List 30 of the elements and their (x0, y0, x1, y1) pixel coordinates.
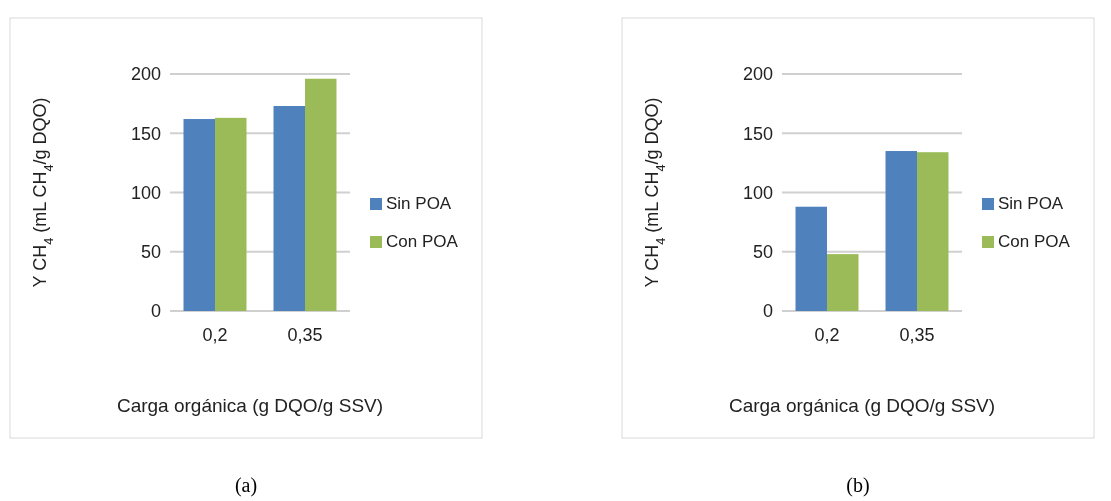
y-tick-label: 200 (130, 64, 161, 85)
y-tick-label: 150 (742, 123, 773, 144)
x-tick-label: 0,2 (814, 324, 840, 345)
x-axis-title: Carga orgánica (g DQO/g SSV) (728, 395, 996, 416)
x-tick-label: 0,2 (202, 324, 228, 345)
y-tick-label: 0 (150, 301, 161, 322)
bar (885, 151, 917, 311)
bar (917, 152, 949, 311)
x-tick-label: 0,35 (287, 324, 323, 345)
bar (795, 206, 827, 311)
y-tick-label: 100 (130, 182, 161, 203)
bar (273, 106, 305, 311)
text: (a) (234, 474, 258, 497)
bar (183, 119, 215, 311)
legend-label: Con POA (998, 232, 1071, 251)
y-tick-label: 200 (742, 64, 773, 85)
y-tick-label: 100 (742, 182, 773, 203)
x-axis-title: Carga orgánica (g DQO/g SSV) (116, 395, 384, 416)
y-tick-label: 0 (762, 301, 773, 322)
x-tick-label: 0,35 (899, 324, 935, 345)
bar (305, 78, 337, 311)
legend-label: Sin POA (386, 194, 452, 213)
legend-label: Con POA (386, 232, 459, 251)
y-tick-label: 150 (130, 123, 161, 144)
y-tick-label: 50 (752, 242, 773, 263)
legend-label: Sin POA (998, 194, 1064, 213)
bar (827, 254, 859, 311)
bar (215, 117, 247, 311)
y-tick-label: 50 (140, 242, 161, 263)
text: (b) (846, 474, 870, 497)
